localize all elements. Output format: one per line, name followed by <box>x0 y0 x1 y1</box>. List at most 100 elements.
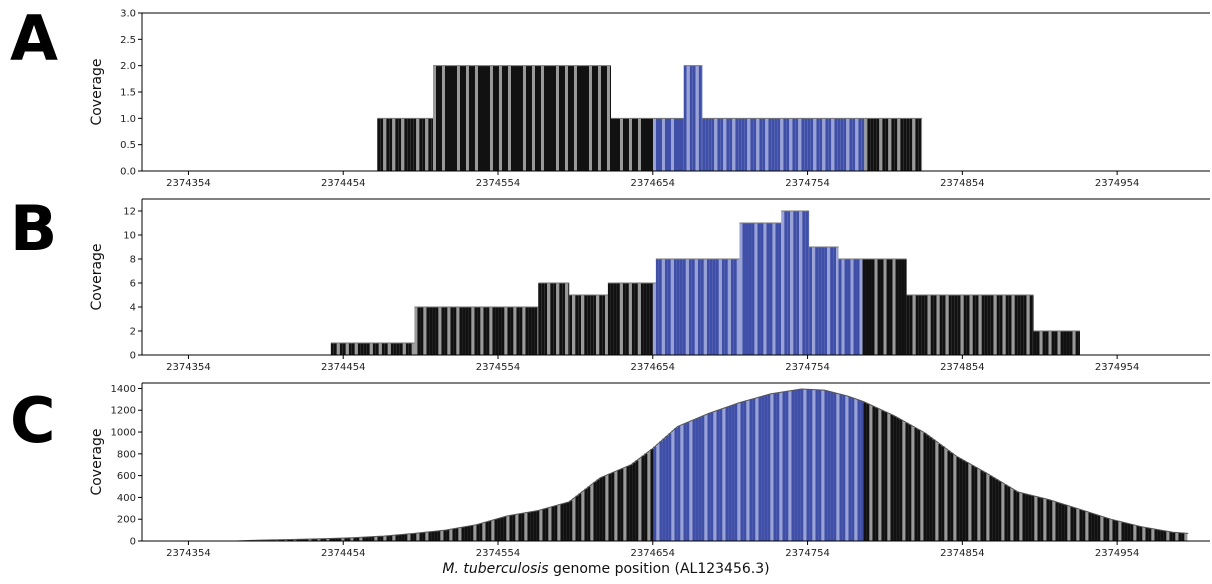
coverage-area-strip <box>539 509 543 541</box>
coverage-bar-strip <box>588 65 592 171</box>
coverage-area-strip <box>452 528 456 541</box>
coverage-area-strip <box>602 476 606 541</box>
coverage-bar-strip <box>957 295 961 355</box>
coverage-bar-strip <box>631 283 635 355</box>
coverage-bar-strip <box>763 223 767 355</box>
coverage-bar-strip <box>673 259 677 355</box>
x-tick-label: 2374554 <box>476 548 521 559</box>
coverage-area-strip <box>491 519 495 541</box>
coverage-bar-strip <box>330 343 334 355</box>
coverage-bar-strip <box>1036 331 1040 355</box>
coverage-area-strip <box>641 455 645 541</box>
coverage-bar-strip <box>444 307 448 355</box>
y-tick-label: 0 <box>130 537 136 548</box>
coverage-bar-strip <box>975 295 979 355</box>
coverage-area-strip <box>497 518 501 541</box>
coverage-bar-strip <box>762 118 766 171</box>
coverage-bar-strip <box>578 295 582 355</box>
coverage-bar-strip <box>498 307 502 355</box>
coverage-bar-strip <box>873 118 877 171</box>
coverage-area-strip <box>1175 532 1179 541</box>
coverage-area-strip <box>725 407 729 541</box>
coverage-bar-strip <box>591 65 595 171</box>
coverage-bar-strip <box>413 118 417 171</box>
x-tick-label: 2374354 <box>166 178 211 189</box>
coverage-bar-strip <box>575 295 579 355</box>
coverage-bar-strip <box>844 259 848 355</box>
coverage-area-strip <box>1058 503 1062 541</box>
coverage-bar-strip <box>726 118 730 171</box>
coverage-area-strip <box>1115 520 1119 541</box>
coverage-bar-strip <box>1078 331 1080 355</box>
coverage-bar-strip <box>655 259 659 355</box>
coverage-bar-strip <box>787 211 791 355</box>
coverage-bar-strip <box>599 295 603 355</box>
y-tick-label: 8 <box>130 255 136 266</box>
coverage-area-strip <box>533 511 537 541</box>
coverage-bar-strip <box>640 283 644 355</box>
coverage-bar-strip <box>510 307 514 355</box>
coverage-bar-strip <box>420 307 424 355</box>
coverage-area-strip <box>338 538 342 541</box>
coverage-bar-strip <box>468 65 472 171</box>
coverage-area-strip <box>1034 496 1038 541</box>
y-tick-label: 2.0 <box>120 61 136 72</box>
coverage-area-strip <box>1091 513 1095 541</box>
coverage-bar-strip <box>792 118 796 171</box>
coverage-area-strip <box>1136 525 1140 541</box>
y-tick-label: 400 <box>117 493 136 504</box>
y-axis-title: Coverage <box>89 58 105 125</box>
coverage-bar-strip <box>818 247 822 355</box>
coverage-bar-strip <box>417 307 421 355</box>
coverage-area-strip <box>581 491 585 541</box>
coverage-area-strip <box>968 463 972 541</box>
coverage-area-strip <box>908 424 912 541</box>
coverage-bar-strip <box>637 118 641 171</box>
coverage-bar-strip <box>661 259 665 355</box>
y-tick-label: 1.0 <box>120 114 136 125</box>
panel-b-plot: 0 2 4 6 8 10 12 2374354 2374454 2374554 2374654 237… <box>89 198 1210 373</box>
coverage-bar-strip <box>1072 331 1076 355</box>
coverage-bar-strip <box>692 65 696 171</box>
x-tick-label: 2374954 <box>1095 362 1140 373</box>
coverage-area-strip <box>695 418 699 541</box>
coverage-area-strip <box>1082 510 1086 541</box>
coverage-bar-strip <box>537 65 541 171</box>
coverage-bar-strip <box>435 65 439 171</box>
coverage-area-strip <box>380 536 384 541</box>
coverage-area-strip <box>737 402 741 541</box>
coverage-segment-10 <box>906 294 1034 355</box>
coverage-bar-strip <box>363 343 367 355</box>
coverage-bar-strip <box>711 118 715 171</box>
coverage-area-strip <box>1109 519 1113 541</box>
coverage-bar-strip <box>850 259 854 355</box>
coverage-area-strip <box>344 537 348 541</box>
coverage-area-strip <box>848 396 852 541</box>
coverage-area-strip <box>482 522 486 541</box>
coverage-area-strip <box>686 422 690 541</box>
coverage-bar-strip <box>569 295 573 355</box>
coverage-bar-strip <box>993 295 997 355</box>
coverage-bar-strip <box>858 118 862 171</box>
coverage-bar-strip <box>987 295 991 355</box>
coverage-bar-strip <box>559 283 563 355</box>
coverage-bar-strip <box>706 259 710 355</box>
coverage-area-strip <box>854 398 858 541</box>
coverage-bar-strip <box>610 118 614 171</box>
coverage-bar-strip <box>546 65 550 171</box>
coverage-bar-strip <box>597 65 601 171</box>
coverage-area-strip <box>1046 499 1050 541</box>
x-tick-label: 2374654 <box>631 178 676 189</box>
coverage-bar-strip <box>900 118 904 171</box>
x-tick-label: 2374854 <box>940 178 985 189</box>
coverage-area-strip <box>1049 500 1053 541</box>
coverage-bar-strip <box>861 118 865 171</box>
coverage-area-strip <box>290 539 294 541</box>
coverage-bar-strip <box>441 65 445 171</box>
coverage-area-strip <box>269 539 273 541</box>
coverage-bar-strip <box>871 259 875 355</box>
coverage-bar-strip <box>927 295 931 355</box>
coverage-area-strip <box>584 488 588 541</box>
coverage-segment-9 <box>838 258 907 355</box>
x-tick-label: 2374854 <box>940 548 985 559</box>
